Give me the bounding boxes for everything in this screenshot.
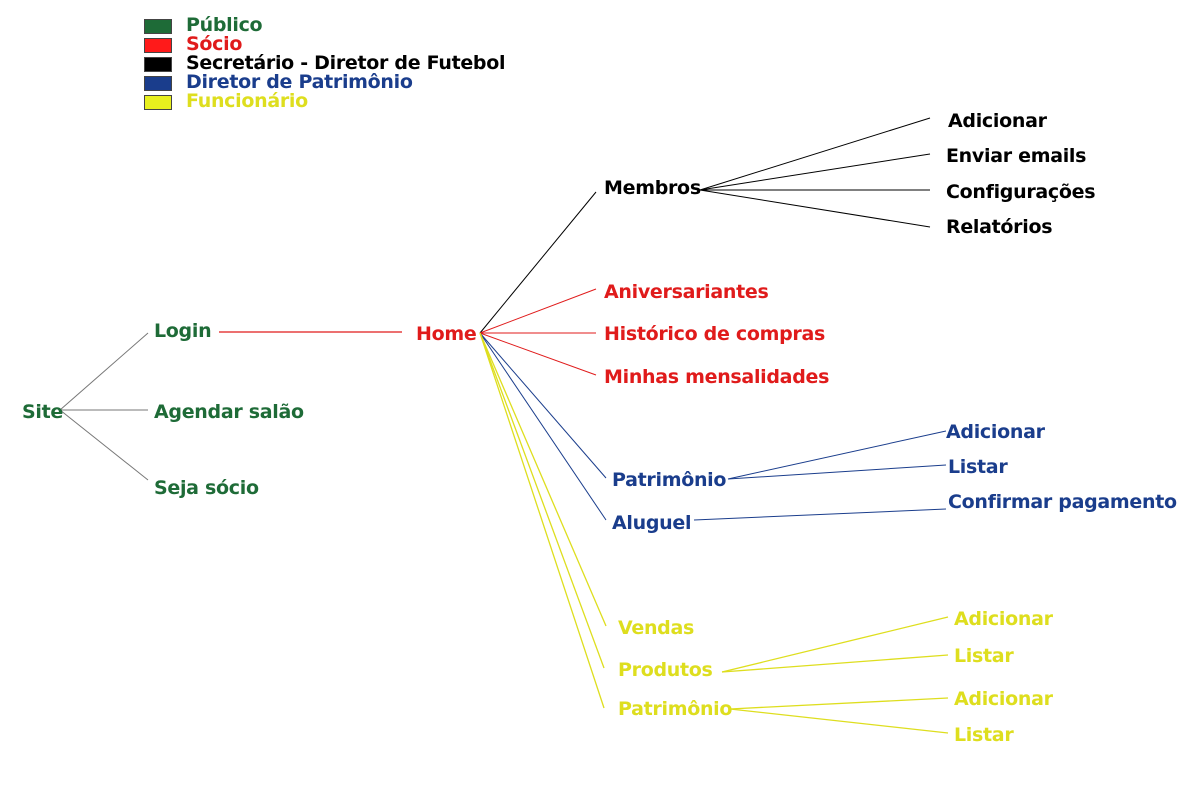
legend-label-socio: Sócio: [186, 33, 243, 55]
node-patrimonio-diretor-adicionar: Adicionar: [946, 421, 1045, 443]
edge-home-vendas: [479, 332, 607, 627]
legend-swatch-secretario: [144, 57, 172, 72]
edge-patrimonio-adicionar: [727, 430, 947, 480]
node-patrimonio-diretor: Patrimônio: [612, 469, 727, 491]
legend-label-secretario: Secretário - Diretor de Futebol: [186, 52, 506, 74]
edge-patrimonio-func-listar: [729, 708, 949, 734]
node-produtos-adicionar: Adicionar: [954, 608, 1053, 630]
edge-patrimonio-listar: [727, 464, 947, 480]
node-aniversariantes: Aniversariantes: [604, 281, 769, 303]
legend-swatch-socio: [144, 38, 172, 53]
edge-home-patrimonio: [479, 332, 607, 479]
edge-home-aluguel: [479, 332, 607, 521]
legend-label-funcionario: Funcionário: [186, 90, 308, 112]
node-membros-configuracoes: Configurações: [946, 181, 1096, 203]
node-patrimonio-funcionario-adicionar: Adicionar: [954, 688, 1053, 710]
edge-site-seja-socio: [59, 409, 149, 481]
edge-site-login: [59, 332, 149, 411]
edge-home-produtos: [479, 332, 605, 669]
node-seja-socio: Seja sócio: [154, 477, 259, 499]
node-membros-enviar-emails: Enviar emails: [946, 145, 1087, 167]
node-site: Site: [22, 401, 63, 423]
node-membros: Membros: [604, 177, 701, 199]
edge-home-patrimonio-func: [479, 332, 605, 709]
edge-home-aniversariantes: [479, 288, 597, 334]
edge-membros-enviar: [699, 153, 931, 191]
node-membros-relatorios: Relatórios: [946, 216, 1053, 238]
node-vendas: Vendas: [618, 617, 695, 639]
edge-home-mensalidades: [479, 332, 597, 376]
legend-label-patrimonio: Diretor de Patrimônio: [186, 71, 413, 93]
edge-patrimonio-func-adicionar: [729, 697, 949, 710]
node-agendar-salao: Agendar salão: [154, 401, 304, 423]
node-home: Home: [416, 323, 477, 345]
node-patrimonio-diretor-listar: Listar: [948, 456, 1008, 478]
node-minhas-mensalidades: Minhas mensalidades: [604, 366, 830, 388]
legend-swatch-patrimonio: [144, 76, 172, 91]
node-produtos-listar: Listar: [954, 645, 1014, 667]
edge-produtos-adicionar: [721, 616, 949, 673]
node-historico-compras: Histórico de compras: [604, 323, 825, 345]
node-aluguel: Aluguel: [612, 512, 692, 534]
node-patrimonio-funcionario: Patrimônio: [618, 698, 733, 720]
node-membros-adicionar: Adicionar: [948, 110, 1047, 132]
edge-aluguel-confirmar: [693, 508, 947, 521]
node-login: Login: [154, 320, 212, 342]
node-patrimonio-funcionario-listar: Listar: [954, 724, 1014, 746]
edge-membros-adicionar: [699, 117, 931, 191]
legend-swatch-publico: [144, 19, 172, 34]
edge-home-membros: [479, 191, 597, 334]
edge-produtos-listar: [721, 654, 949, 673]
node-aluguel-confirmar-pagamento: Confirmar pagamento: [948, 491, 1177, 513]
node-produtos: Produtos: [618, 659, 713, 681]
edge-membros-relatorios: [699, 189, 931, 228]
legend-swatch-funcionario: [144, 95, 172, 110]
legend-label-publico: Público: [186, 14, 263, 36]
